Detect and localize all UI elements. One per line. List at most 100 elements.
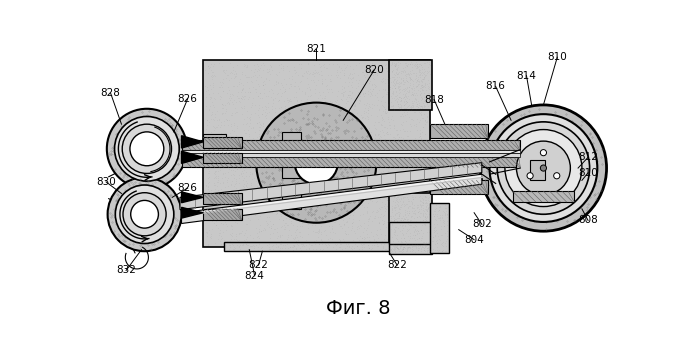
Point xyxy=(415,210,426,216)
Point xyxy=(364,70,375,76)
Point xyxy=(271,226,282,231)
Point xyxy=(233,230,245,235)
Point xyxy=(273,243,284,248)
Point xyxy=(298,162,309,168)
Point xyxy=(412,230,423,236)
Point xyxy=(255,184,266,190)
Point xyxy=(277,109,288,115)
Point xyxy=(421,68,433,74)
Point xyxy=(377,238,388,244)
Point xyxy=(212,212,224,218)
Point xyxy=(296,247,307,253)
Point xyxy=(368,122,380,128)
Point xyxy=(270,200,281,205)
Point xyxy=(382,243,394,249)
Point xyxy=(280,105,291,110)
Point xyxy=(389,181,400,187)
Point xyxy=(209,180,220,186)
Point xyxy=(217,80,229,86)
Point xyxy=(377,168,389,174)
Point xyxy=(407,103,418,108)
Point xyxy=(351,138,362,144)
Point xyxy=(289,242,300,247)
Point xyxy=(395,244,406,249)
Point xyxy=(400,99,411,104)
Point xyxy=(264,68,275,74)
Point xyxy=(408,138,419,144)
Point xyxy=(352,172,363,178)
Point xyxy=(394,69,405,75)
Point xyxy=(333,64,345,70)
Point xyxy=(239,238,250,243)
Point xyxy=(391,78,402,84)
Point xyxy=(235,164,246,170)
Point xyxy=(406,92,417,97)
Point xyxy=(280,88,291,94)
Point xyxy=(243,127,254,133)
Point xyxy=(347,225,358,231)
Point xyxy=(307,242,318,247)
Point xyxy=(403,199,414,204)
Point xyxy=(394,206,405,212)
Point xyxy=(322,86,333,92)
Point xyxy=(391,61,402,67)
Point xyxy=(330,144,341,149)
Point xyxy=(364,78,375,84)
Point xyxy=(394,82,405,87)
Point xyxy=(236,104,247,110)
Point xyxy=(417,124,428,130)
Point xyxy=(398,138,410,144)
Point xyxy=(271,178,282,184)
Point xyxy=(331,151,342,157)
Point xyxy=(218,67,229,73)
Point xyxy=(245,89,256,95)
Point xyxy=(363,80,374,86)
Point xyxy=(271,196,282,202)
Point xyxy=(389,63,400,69)
Point xyxy=(361,197,372,203)
Point xyxy=(387,248,398,253)
Point xyxy=(306,200,317,205)
Point xyxy=(209,199,220,205)
Point xyxy=(411,243,422,249)
Point xyxy=(208,220,219,226)
Point xyxy=(405,172,416,178)
Point xyxy=(219,170,231,175)
Point xyxy=(415,188,426,193)
Point xyxy=(403,72,415,78)
Point xyxy=(401,99,412,104)
Point xyxy=(316,238,327,244)
Point xyxy=(231,62,243,68)
Point xyxy=(332,101,343,107)
Point xyxy=(410,61,421,66)
Point xyxy=(428,221,440,227)
Point xyxy=(235,164,246,170)
Point xyxy=(320,180,331,186)
Point xyxy=(345,155,356,160)
Point xyxy=(361,100,373,106)
Point xyxy=(375,122,387,128)
Point xyxy=(236,162,247,168)
Point xyxy=(424,59,435,65)
Point xyxy=(367,62,378,68)
Point xyxy=(287,243,298,248)
Point xyxy=(406,61,417,66)
Point xyxy=(248,73,259,79)
Point xyxy=(392,140,403,146)
Point xyxy=(391,243,403,248)
Point xyxy=(419,248,431,254)
Point xyxy=(410,183,421,188)
Point xyxy=(394,228,405,234)
Point xyxy=(419,241,431,247)
Point xyxy=(376,79,387,85)
Point xyxy=(287,123,298,129)
Point xyxy=(403,96,415,102)
Point xyxy=(325,122,336,128)
Point xyxy=(279,221,290,226)
Point xyxy=(327,102,338,108)
Point xyxy=(402,247,413,253)
Point xyxy=(317,186,329,191)
Point xyxy=(217,76,229,82)
Point xyxy=(229,152,240,157)
Point xyxy=(394,213,405,219)
